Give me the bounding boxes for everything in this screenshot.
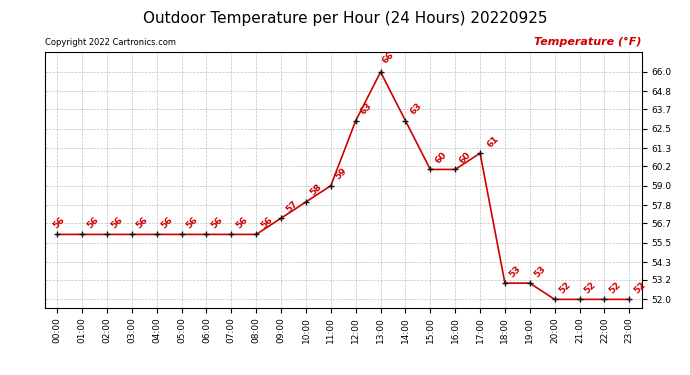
Text: 63: 63 xyxy=(408,101,424,117)
Text: 56: 56 xyxy=(159,215,175,230)
Text: 53: 53 xyxy=(508,264,523,279)
Text: Copyright 2022 Cartronics.com: Copyright 2022 Cartronics.com xyxy=(45,38,176,47)
Text: 59: 59 xyxy=(334,166,349,182)
Text: 57: 57 xyxy=(284,199,299,214)
Text: 60: 60 xyxy=(433,150,448,165)
Text: Temperature (°F): Temperature (°F) xyxy=(534,38,642,47)
Text: 56: 56 xyxy=(209,215,224,230)
Text: 61: 61 xyxy=(486,134,501,149)
Text: 53: 53 xyxy=(533,264,548,279)
Text: 66: 66 xyxy=(381,50,396,65)
Text: Outdoor Temperature per Hour (24 Hours) 20220925: Outdoor Temperature per Hour (24 Hours) … xyxy=(143,11,547,26)
Text: 56: 56 xyxy=(135,215,150,230)
Text: 52: 52 xyxy=(632,280,647,295)
Text: 58: 58 xyxy=(308,183,324,198)
Text: 56: 56 xyxy=(52,215,67,230)
Text: 52: 52 xyxy=(582,280,598,295)
Text: 56: 56 xyxy=(85,215,100,230)
Text: 52: 52 xyxy=(558,280,573,295)
Text: 63: 63 xyxy=(359,101,374,117)
Text: 56: 56 xyxy=(184,215,199,230)
Text: 56: 56 xyxy=(259,215,274,230)
Text: 60: 60 xyxy=(458,150,473,165)
Text: 56: 56 xyxy=(234,215,249,230)
Text: 56: 56 xyxy=(110,215,125,230)
Text: 52: 52 xyxy=(607,280,622,295)
